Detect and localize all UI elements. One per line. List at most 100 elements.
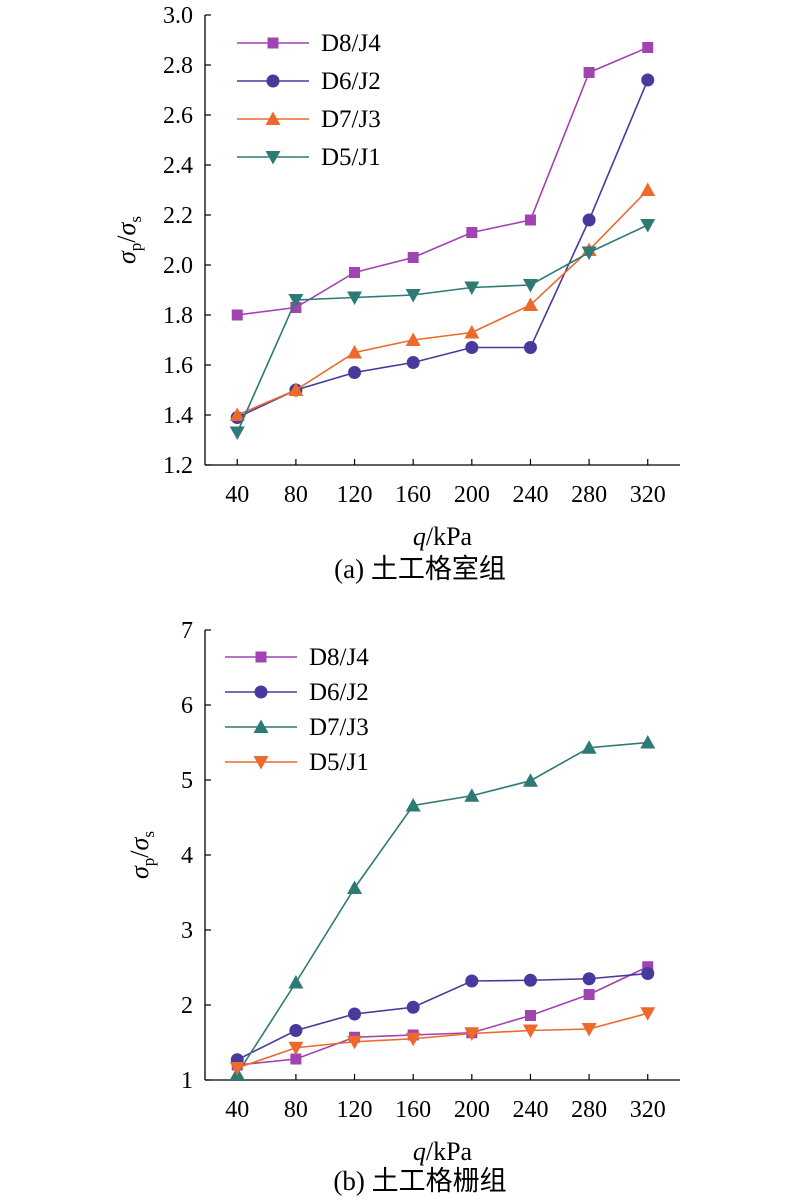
data-point: [348, 366, 362, 379]
data-point: [231, 309, 243, 321]
legend-marker: [253, 719, 269, 733]
series-line: [236, 741, 648, 1075]
y-tick-label: 1.4: [163, 403, 193, 429]
x-tick-label: 280: [571, 1097, 607, 1123]
legend-label: D7/J3: [321, 106, 381, 133]
legend-label: D8/J4: [309, 644, 369, 671]
series-d5-j1: [229, 219, 656, 440]
data-point: [405, 289, 421, 303]
x-axis-label: q/kPa: [413, 522, 473, 551]
data-point: [465, 974, 479, 988]
data-point: [407, 252, 419, 263]
data-point: [522, 773, 538, 787]
data-point: [523, 973, 537, 987]
x-tick-label: 280: [571, 482, 607, 508]
data-point: [581, 740, 597, 754]
data-point: [347, 1035, 363, 1050]
legend-label: D8/J4: [321, 30, 381, 57]
series-d8-j4: [231, 42, 654, 321]
data-point: [642, 961, 654, 973]
x-axis-label: q/kPa: [413, 1137, 473, 1166]
data-point: [640, 219, 656, 233]
y-tick-label: 2.4: [163, 153, 193, 179]
legend-marker: [254, 685, 268, 699]
figure-caption: (b) 土工格栅组: [333, 1166, 506, 1196]
data-point: [464, 281, 480, 295]
y-tick-label: 2.0: [163, 253, 193, 279]
data-point: [347, 345, 363, 359]
data-point: [583, 67, 595, 78]
x-tick-label: 240: [512, 482, 548, 508]
data-point: [288, 382, 304, 396]
legend-marker: [265, 111, 281, 125]
legend-item: D8/J4: [237, 30, 381, 57]
legend-marker: [253, 756, 269, 770]
data-point: [289, 1024, 303, 1037]
y-tick-label: 6: [181, 693, 193, 719]
legend-label: D6/J2: [321, 68, 381, 95]
y-axis-label: σp/σs: [125, 831, 158, 879]
legend-item: D6/J2: [237, 68, 381, 95]
data-point: [522, 279, 538, 293]
x-tick-label: 200: [454, 482, 490, 508]
data-point: [522, 297, 538, 311]
legend: D8/J4 D6/J2 D7/J3 D5/J1: [237, 30, 381, 171]
series-line: [236, 79, 649, 419]
legend-label: D5/J1: [309, 749, 369, 776]
x-tick-label: 40: [225, 482, 249, 508]
y-tick-label: 2: [181, 993, 193, 1019]
data-point: [347, 880, 363, 894]
y-tick-label: 3.0: [163, 3, 193, 29]
legend-item: D5/J1: [225, 749, 369, 776]
x-tick-label: 80: [284, 1097, 308, 1123]
data-point: [581, 1023, 597, 1037]
data-point: [464, 325, 480, 339]
series-line: [236, 189, 649, 416]
legend-item: D5/J1: [237, 144, 381, 171]
x-tick-label: 120: [337, 1097, 373, 1123]
data-point: [582, 213, 596, 227]
legend-label: D7/J3: [309, 714, 369, 741]
legend-item: D6/J2: [225, 679, 369, 706]
series-line: [236, 972, 648, 1061]
data-point: [347, 291, 363, 305]
x-tick-label: 160: [395, 1097, 431, 1123]
data-point: [582, 972, 596, 986]
data-point: [640, 182, 656, 196]
data-point: [406, 356, 420, 369]
data-point: [523, 341, 537, 354]
data-point: [288, 1041, 304, 1056]
data-point: [229, 426, 245, 440]
y-tick-label: 5: [181, 768, 193, 794]
data-point: [641, 73, 655, 87]
y-tick-label: 1.8: [163, 303, 193, 329]
data-point: [524, 214, 536, 226]
legend-item: D8/J4: [225, 644, 369, 671]
data-point: [522, 1024, 538, 1038]
legend-marker: [266, 74, 280, 88]
data-point: [348, 1007, 362, 1021]
series-line: [237, 966, 649, 1066]
x-tick-label: 40: [225, 1097, 249, 1123]
legend: D8/J4 D6/J2 D7/J3 D5/J1: [225, 644, 369, 776]
data-point: [465, 341, 479, 354]
x-tick-label: 80: [284, 482, 308, 508]
legend-marker: [265, 151, 281, 165]
figure-caption: (a) 土工格室组: [334, 554, 506, 584]
data-point: [464, 1027, 480, 1041]
x-tick-label: 320: [630, 1097, 666, 1123]
data-point: [524, 1010, 536, 1021]
chart-panel-a: 1.2 1.4 1.6 1.8 2.0 2.2 2.4 2.6 2.8 3.0 40 80 120 160…: [112, 3, 680, 584]
legend-label: D6/J2: [309, 679, 369, 706]
legend-item: D7/J3: [237, 106, 381, 133]
series-line: [236, 224, 649, 433]
data-point: [349, 267, 361, 278]
y-tick-label: 2.2: [163, 203, 193, 229]
x-tick-label: 240: [512, 1097, 548, 1123]
y-tick-label: 2.6: [163, 103, 193, 129]
y-tick-label: 1.6: [163, 353, 193, 379]
data-point: [288, 294, 304, 308]
data-point: [288, 975, 304, 989]
data-point: [290, 1053, 302, 1065]
